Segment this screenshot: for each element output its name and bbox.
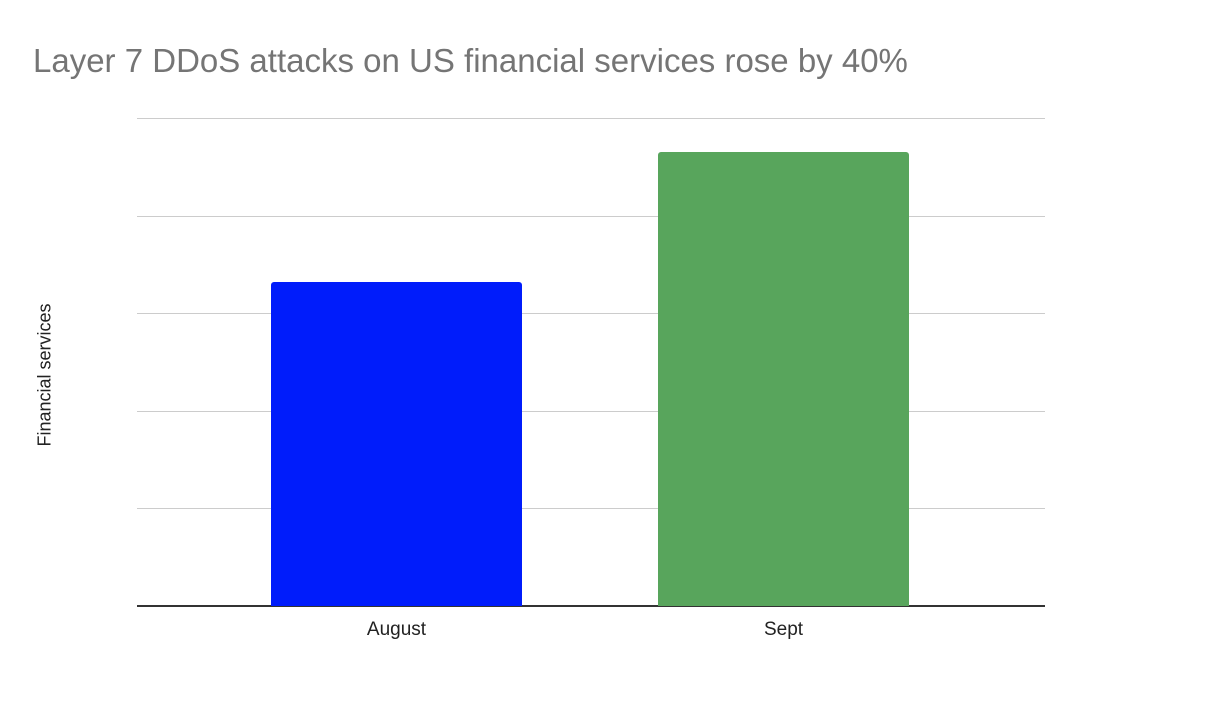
gridline — [137, 313, 1045, 315]
chart-title: Layer 7 DDoS attacks on US financial ser… — [33, 42, 908, 79]
x-axis-baseline — [137, 605, 1045, 607]
gridline — [137, 410, 1045, 412]
gridline — [137, 215, 1045, 217]
gridline — [137, 118, 1045, 119]
bar-sept[interactable] — [658, 152, 909, 606]
y-axis-label: Financial services — [34, 303, 55, 447]
plot-area — [137, 118, 1045, 607]
x-tick-label: Sept — [763, 619, 804, 640]
bar-august[interactable] — [271, 281, 522, 606]
x-tick-label: August — [366, 619, 427, 640]
gridline — [137, 508, 1045, 510]
